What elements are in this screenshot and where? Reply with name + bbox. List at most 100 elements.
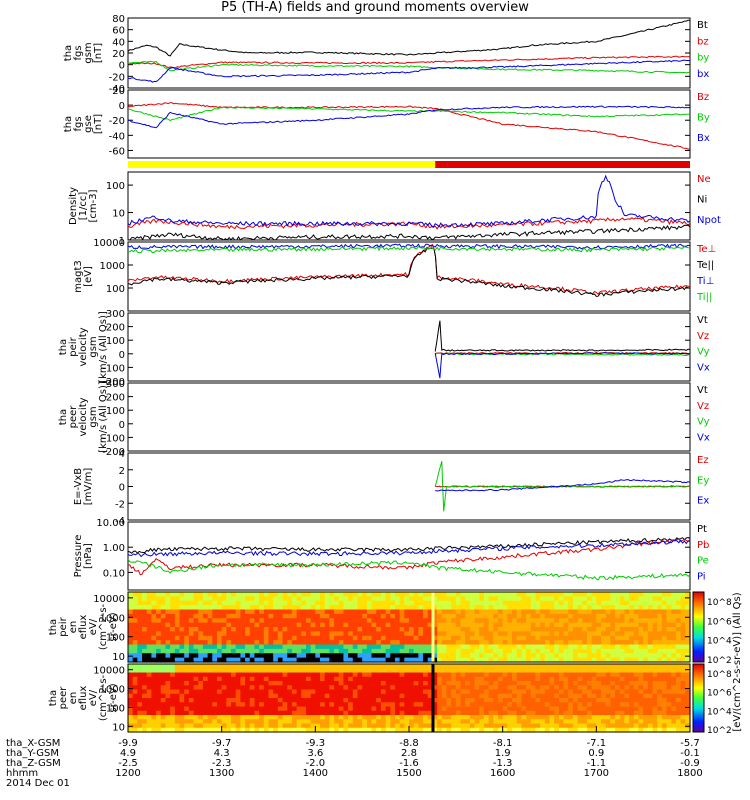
heatmap-cell <box>661 613 668 619</box>
heatmap-cell <box>371 609 377 615</box>
heatmap-cell <box>544 685 551 691</box>
y-tick-label: -40 <box>109 131 125 142</box>
heatmap-cell <box>526 596 532 602</box>
heatmap-cell <box>329 631 335 637</box>
heatmap-cell <box>263 702 270 708</box>
heatmap-cell <box>240 681 246 686</box>
heatmap-cell <box>376 710 382 716</box>
heatmap-cell <box>343 605 349 611</box>
heatmap-cell <box>399 640 405 646</box>
heatmap-cell <box>320 644 326 650</box>
heatmap-cell <box>277 600 284 606</box>
heatmap-cell <box>301 693 307 699</box>
heatmap-cell <box>516 706 522 712</box>
heatmap-cell <box>390 702 396 708</box>
heatmap-cell <box>418 609 424 615</box>
heatmap-cell <box>441 706 448 712</box>
heatmap-cell <box>586 693 593 699</box>
series-line-by <box>128 106 690 122</box>
heatmap-cell <box>310 681 316 686</box>
heatmap-cell <box>610 698 616 703</box>
heatmap-cell <box>629 715 635 720</box>
heatmap-cell <box>324 702 330 708</box>
heatmap-cell <box>235 648 241 654</box>
heatmap-cell <box>591 664 597 669</box>
heatmap-cell <box>685 693 691 699</box>
heatmap-cell <box>142 613 148 619</box>
heatmap-cell <box>469 698 476 703</box>
heatmap-cell <box>666 592 672 597</box>
heatmap-cell <box>572 596 579 602</box>
heatmap-cell <box>601 600 607 606</box>
heatmap-cell <box>366 727 373 733</box>
heatmap-cell <box>671 706 677 712</box>
heatmap-cell <box>507 613 513 619</box>
heatmap-cell <box>610 715 616 720</box>
heatmap-cell <box>427 640 434 646</box>
heatmap-cell <box>151 653 157 659</box>
heatmap-cell <box>202 698 209 703</box>
heatmap-cell <box>165 627 171 632</box>
heatmap-cell <box>193 706 199 712</box>
heatmap-cell <box>216 600 223 606</box>
heatmap-cell <box>174 715 181 720</box>
heatmap-cell <box>455 723 462 729</box>
heatmap-cell <box>329 613 335 619</box>
heatmap-cell <box>235 627 241 632</box>
heatmap-cell <box>343 600 349 606</box>
heatmap-cell <box>254 668 260 674</box>
heatmap-cell <box>376 719 382 725</box>
heatmap-cell <box>193 689 199 695</box>
heatmap-cell <box>610 613 616 619</box>
heatmap-cell <box>371 706 377 712</box>
heatmap-cell <box>263 631 270 637</box>
heatmap-cell <box>675 706 682 712</box>
heatmap-cell <box>212 689 218 695</box>
heatmap-cell <box>516 635 522 641</box>
heatmap-cell <box>329 693 335 699</box>
heatmap-cell <box>202 644 209 650</box>
heatmap-cell <box>366 631 373 637</box>
heatmap-cell <box>432 640 438 646</box>
heatmap-cell <box>685 618 691 624</box>
heatmap-cell <box>291 676 298 682</box>
heatmap-cell <box>404 653 410 659</box>
heatmap-cell <box>549 627 555 632</box>
heatmap-cell <box>249 664 256 669</box>
heatmap-cell <box>657 613 663 619</box>
heatmap-cell <box>216 715 223 720</box>
heatmap-cell <box>455 605 462 611</box>
heatmap-cell <box>366 706 373 712</box>
heatmap-cell <box>549 600 555 606</box>
heatmap-cell <box>329 698 335 703</box>
heatmap-cell <box>184 698 190 703</box>
heatmap-cell <box>221 715 227 720</box>
heatmap-cell <box>160 631 167 637</box>
heatmap-cell <box>137 644 143 650</box>
heatmap-cell <box>629 600 635 606</box>
heatmap-cell <box>301 668 307 674</box>
heatmap-cell <box>643 702 649 708</box>
heatmap-cell <box>535 657 541 663</box>
heatmap-cell <box>156 622 162 628</box>
heatmap-cell <box>455 719 462 725</box>
heatmap-cell <box>343 693 349 699</box>
heatmap-cell <box>680 693 686 699</box>
heatmap-cell <box>188 644 195 650</box>
heatmap-cell <box>647 644 654 650</box>
heatmap-cell <box>310 698 316 703</box>
heatmap-cell <box>385 693 391 699</box>
heatmap-cell <box>132 723 138 729</box>
heatmap-cell <box>540 648 546 654</box>
heatmap-cell <box>277 693 284 699</box>
heatmap-cell <box>315 715 321 720</box>
heatmap-cell <box>160 689 167 695</box>
heatmap-cell <box>263 657 270 663</box>
heatmap-cell <box>146 681 153 686</box>
heatmap-cell <box>497 605 504 611</box>
heatmap-cell <box>465 631 471 637</box>
heatmap-cell <box>526 635 532 641</box>
heatmap-cell <box>268 676 274 682</box>
heatmap-cell <box>390 710 396 716</box>
heatmap-cell <box>661 681 668 686</box>
